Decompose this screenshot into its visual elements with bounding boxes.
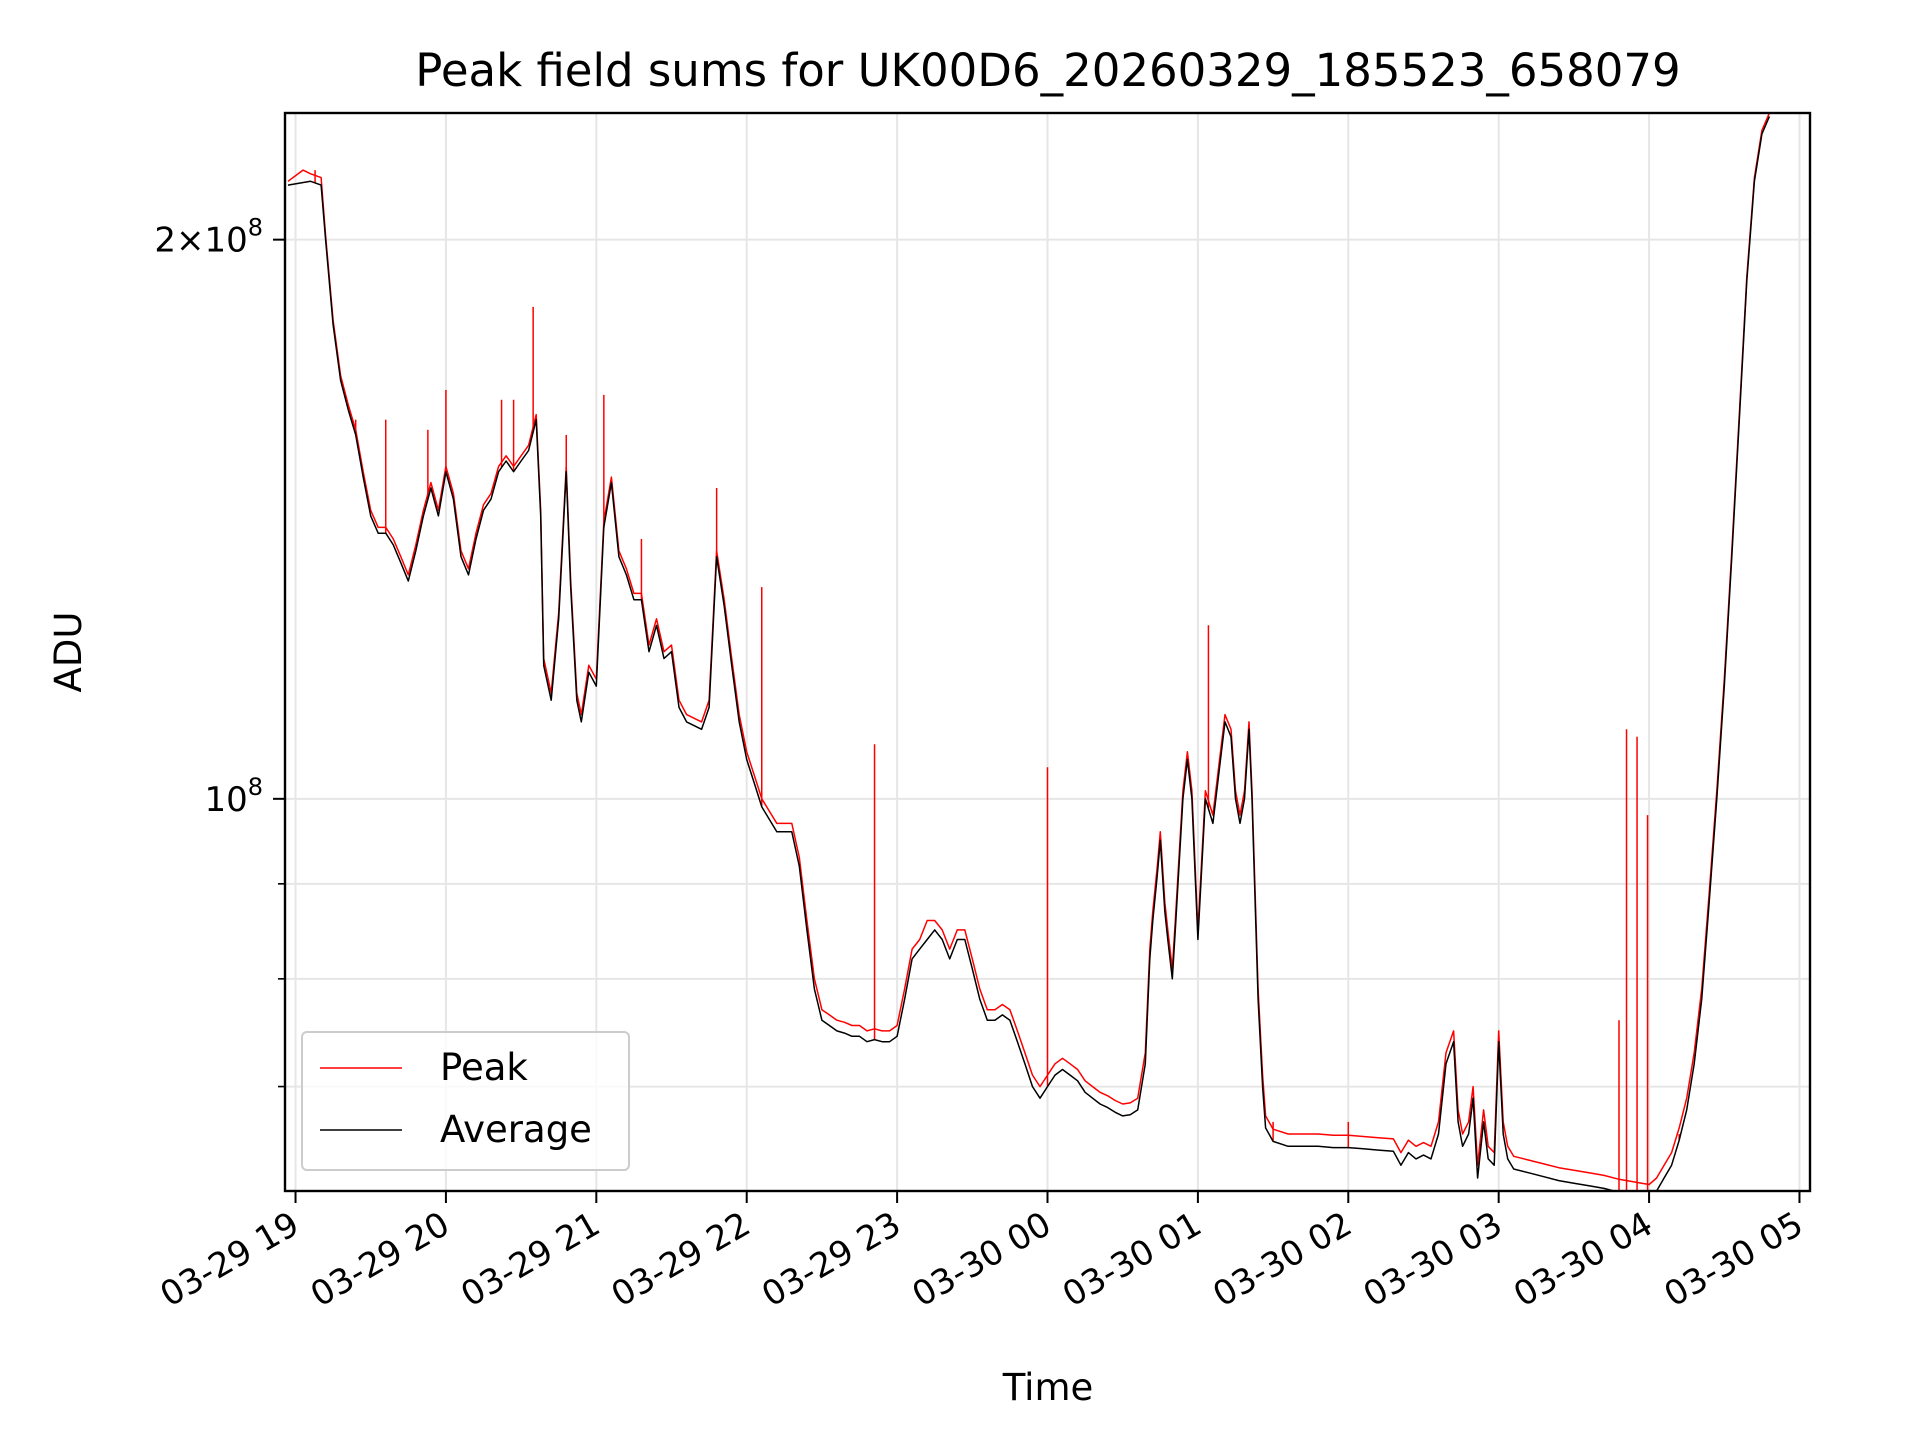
legend-peak-label: Peak (440, 1046, 528, 1089)
y-axis-label: ADU (47, 612, 90, 693)
average-line (287, 116, 1771, 1191)
x-axis-label: Time (1002, 1366, 1094, 1409)
legend-average-label: Average (440, 1108, 592, 1151)
y-tick-label: 108 (204, 773, 263, 820)
series-peak (287, 113, 1771, 1191)
legend: Peak Average (301, 1031, 630, 1171)
y-tick-label: 2×108 (154, 214, 263, 261)
series-average (287, 116, 1771, 1191)
legend-box (301, 1031, 630, 1171)
y-axis-ticks: 2×108 108 (154, 214, 285, 1088)
peak-line (287, 113, 1771, 1186)
chart-title: Peak field sums for UK00D6_20260329_1855… (415, 44, 1680, 97)
